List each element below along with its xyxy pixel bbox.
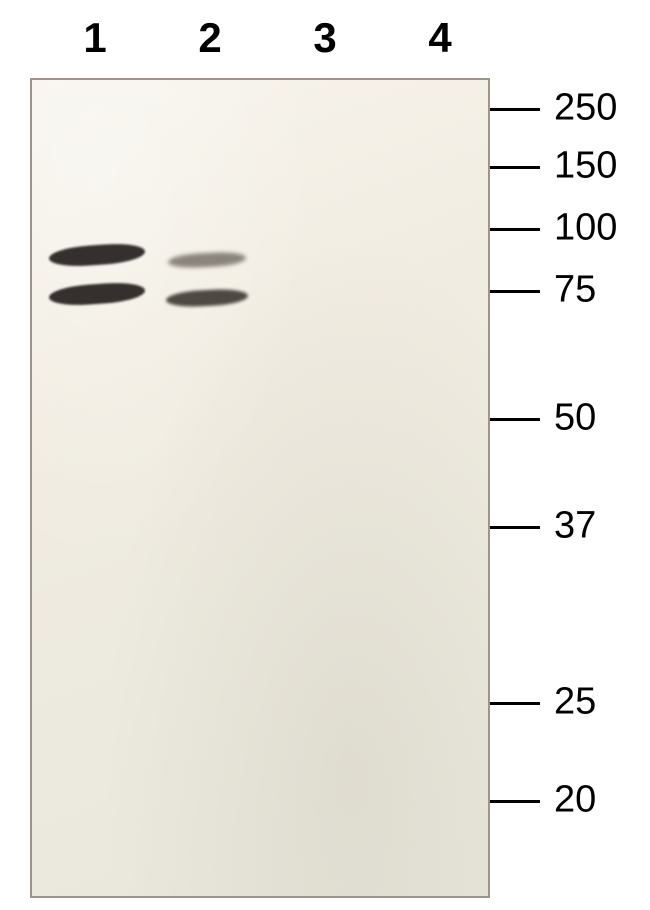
lane-label: 4 bbox=[428, 14, 451, 62]
mw-tick bbox=[490, 166, 540, 169]
mw-label: 75 bbox=[554, 269, 596, 312]
blot-membrane bbox=[30, 78, 490, 898]
mw-tick bbox=[490, 526, 540, 529]
mw-label: 37 bbox=[554, 505, 596, 548]
mw-label: 20 bbox=[554, 779, 596, 822]
mw-label: 150 bbox=[554, 145, 617, 188]
mw-label: 100 bbox=[554, 207, 617, 250]
mw-tick bbox=[490, 702, 540, 705]
mw-label: 50 bbox=[554, 397, 596, 440]
lane-label: 1 bbox=[83, 14, 106, 62]
mw-tick bbox=[490, 800, 540, 803]
mw-label: 250 bbox=[554, 87, 617, 130]
mw-tick bbox=[490, 228, 540, 231]
mw-tick bbox=[490, 108, 540, 111]
mw-label: 25 bbox=[554, 681, 596, 724]
lane-label: 2 bbox=[198, 14, 221, 62]
mw-tick bbox=[490, 290, 540, 293]
lane-label: 3 bbox=[313, 14, 336, 62]
mw-tick bbox=[490, 418, 540, 421]
